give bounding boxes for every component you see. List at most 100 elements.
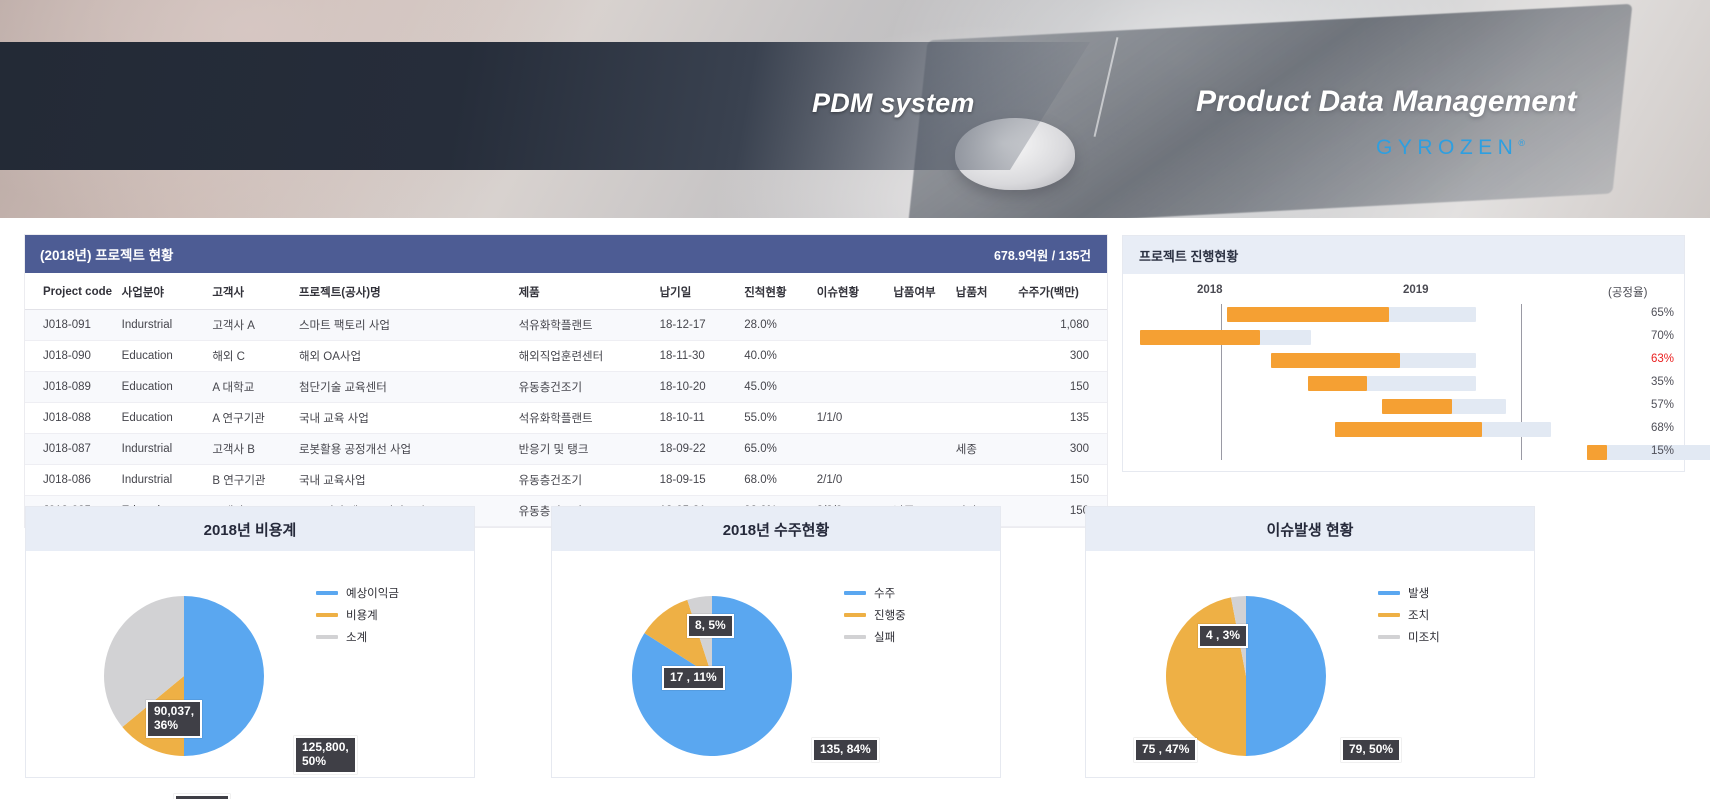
table-row[interactable]: J018-087 Indurstrial 고객사 B 로봇활용 공정개선 사업 반응기 …	[25, 433, 1107, 465]
legend-color-swatch-icon	[1378, 591, 1400, 595]
project-table-head: Project code 사업분야 고객사 프로젝트(공사)명 제품 납기일 진…	[25, 273, 1107, 310]
cell-progress: 28.0%	[740, 309, 813, 341]
pie-legend-item[interactable]: 발생	[1378, 585, 1440, 601]
pie-slice[interactable]	[104, 596, 184, 727]
pie-legend-item[interactable]: 조치	[1378, 607, 1440, 623]
cell-delivery-status	[889, 309, 952, 341]
table-row[interactable]: J018-091 Indurstrial 고객사 A 스마트 팩토리 사업 석유화학플랜…	[25, 309, 1107, 341]
legend-color-swatch-icon	[316, 635, 338, 639]
col-business-field[interactable]: 사업분야	[117, 273, 209, 310]
cell-project-name: 스마트 팩토리 사업	[294, 309, 515, 341]
cell-issue-status	[812, 433, 890, 465]
gantt-row[interactable]: 35%	[1131, 373, 1684, 394]
pie-data-label: 75 , 47%	[1134, 738, 1198, 762]
cell-product: 해외직업훈련센터	[514, 340, 656, 372]
table-row[interactable]: J018-089 Education A 대학교 첨단기술 교육센터 유동층건조기 18-…	[25, 371, 1107, 403]
cell-issue-status: 2/1/0	[812, 464, 890, 496]
gantt-bar-fill	[1335, 422, 1482, 437]
gantt-row[interactable]: 65%	[1131, 304, 1684, 325]
col-due-date[interactable]: 납기일	[655, 273, 741, 310]
pie-slice[interactable]	[1246, 596, 1326, 756]
gantt-gridline-2018	[1221, 304, 1222, 460]
col-client[interactable]: 고객사	[208, 273, 295, 310]
cell-business-field: Indurstrial	[117, 309, 209, 341]
cell-project-code: J018-091	[25, 309, 118, 341]
banner-title-left: PDM system	[812, 88, 975, 118]
gantt-body: 2018 2019 (공정율) 65% 70% 63% 35% 57% 68% 15%	[1123, 274, 1710, 472]
legend-label: 진행중	[874, 610, 906, 622]
project-progress-header: 프로젝트 진행현황	[1123, 236, 1684, 274]
gantt-progress-percent: 68%	[1650, 422, 1674, 434]
cell-project-code: J018-090	[25, 340, 118, 372]
pie-legend-item[interactable]: 예상이익금	[316, 585, 399, 601]
cell-business-field: Education	[117, 371, 209, 403]
project-status-summary: 678.9억원 / 135건	[993, 248, 1091, 263]
table-row[interactable]: J018-090 Education 해외 C 해외 OA사업 해외직업훈련센터 18-1…	[25, 340, 1107, 372]
cell-business-field: Education	[117, 402, 209, 434]
cell-delivery-status	[889, 464, 952, 496]
cell-order-amount: 150	[1014, 371, 1107, 403]
cell-progress: 45.0%	[740, 371, 813, 403]
cell-delivery-place	[951, 464, 1015, 496]
pie-data-label: 90,037, 36%	[146, 700, 203, 738]
cell-client: A 연구기관	[208, 402, 295, 434]
cell-client: 고객사 B	[208, 433, 295, 465]
pie-legend-item[interactable]: 실패	[844, 629, 906, 645]
gantt-bar-fill	[1270, 353, 1400, 368]
gantt-row[interactable]: 70%	[1131, 327, 1684, 348]
gantt-bar-fill	[1587, 445, 1608, 460]
pie-slice[interactable]	[1166, 597, 1246, 756]
cell-business-field: Education	[117, 340, 209, 372]
project-progress-title: 프로젝트 진행현황	[1139, 248, 1239, 264]
pie-legend-item[interactable]: 진행중	[844, 607, 906, 623]
col-order-amount[interactable]: 수주가(백만)	[1014, 273, 1107, 310]
table-row[interactable]: J018-088 Education A 연구기관 국내 교육 사업 석유화학플랜트 18…	[25, 402, 1107, 434]
gantt-row[interactable]: 63%	[1131, 350, 1684, 371]
legend-label: 실패	[874, 632, 896, 644]
gantt-bar-fill	[1227, 307, 1389, 322]
cell-delivery-status	[889, 402, 952, 434]
cell-due-date: 18-10-11	[655, 402, 741, 434]
project-status-card: (2018년) 프로젝트 현황 678.9억원 / 135건 Project c…	[25, 235, 1107, 527]
cell-progress: 40.0%	[740, 340, 813, 372]
cost-summary-chart-body: 125,800, 50% 35,763, 14% 90,037, 36% 예상이익금비…	[26, 551, 474, 799]
col-project-name[interactable]: 프로젝트(공사)명	[294, 273, 515, 310]
col-issue-status[interactable]: 이슈현황	[812, 273, 890, 310]
pie-legend-item[interactable]: 미조치	[1378, 629, 1440, 645]
cell-project-code: J018-087	[25, 433, 118, 465]
pie-slice[interactable]	[184, 596, 264, 756]
col-delivery-place[interactable]: 납품처	[951, 273, 1015, 310]
cost-summary-chart-title: 2018년 비용계	[203, 521, 297, 539]
pie-legend-item[interactable]: 수주	[844, 585, 906, 601]
cell-business-field: Indurstrial	[117, 433, 209, 465]
cell-order-amount: 150	[1014, 464, 1107, 496]
col-progress[interactable]: 진척현황	[740, 273, 813, 310]
pie-slice[interactable]	[644, 599, 712, 676]
gantt-progress-percent: 57%	[1650, 399, 1674, 411]
cell-order-amount: 135	[1014, 402, 1107, 434]
cell-project-code: J018-089	[25, 371, 118, 403]
legend-color-swatch-icon	[844, 591, 866, 595]
table-row[interactable]: J018-086 Indurstrial B 연구기관 국내 교육사업 유동층건조기 18…	[25, 464, 1107, 496]
gantt-row[interactable]: 68%	[1131, 419, 1684, 440]
cell-issue-status	[812, 340, 890, 372]
legend-label: 수주	[874, 588, 896, 600]
order-status-chart-header: 2018년 수주현황	[552, 507, 1000, 551]
cell-product: 반응기 및 탱크	[514, 433, 656, 465]
gantt-row[interactable]: 15%	[1131, 442, 1710, 463]
legend-color-swatch-icon	[316, 613, 338, 617]
gantt-progress-percent: 63%	[1650, 353, 1674, 365]
cell-client: 해외 C	[208, 340, 295, 372]
gantt-axis-start-label: 2018	[1197, 284, 1223, 296]
gantt-unit-label: (공정율)	[1608, 287, 1648, 299]
gantt-row[interactable]: 57%	[1131, 396, 1684, 417]
col-product[interactable]: 제품	[514, 273, 656, 310]
pie-legend-item[interactable]: 소계	[316, 629, 399, 645]
cell-issue-status	[812, 371, 890, 403]
col-project-code[interactable]: Project code	[25, 273, 118, 310]
issue-status-chart-card: 이슈발생 현황 79, 50% 75 , 47% 4 , 3% 발생 조치 미조치	[1085, 506, 1535, 778]
legend-label: 조치	[1408, 610, 1430, 622]
pie-legend-item[interactable]: 비용계	[316, 607, 399, 623]
cell-delivery-place: 세종	[951, 433, 1015, 465]
col-delivery-status[interactable]: 납품여부	[889, 273, 952, 310]
